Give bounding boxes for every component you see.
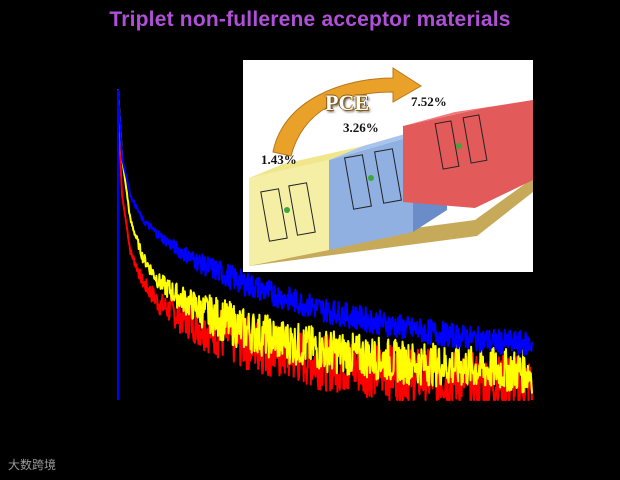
pce-arrow-icon [272,67,422,157]
molecule-icon [260,114,488,242]
pce-steps-graphic [249,67,533,266]
chart-title: Triplet non-fullerene acceptor materials [109,8,511,31]
step-1 [249,160,329,266]
pce-value-3: 7.52% [411,94,447,109]
series-line-0 [117,89,533,400]
step-2 [329,136,413,250]
pce-label: PCE [325,90,369,115]
pce-inset-figure: PCE 1.43% 3.26% 7.52% [243,60,533,272]
series-line-1 [117,89,533,400]
step-3 [403,100,533,208]
pce-value-1: 1.43% [261,152,297,167]
pce-value-2: 3.26% [343,120,379,135]
watermark-logo: 大数跨境 [8,458,57,472]
